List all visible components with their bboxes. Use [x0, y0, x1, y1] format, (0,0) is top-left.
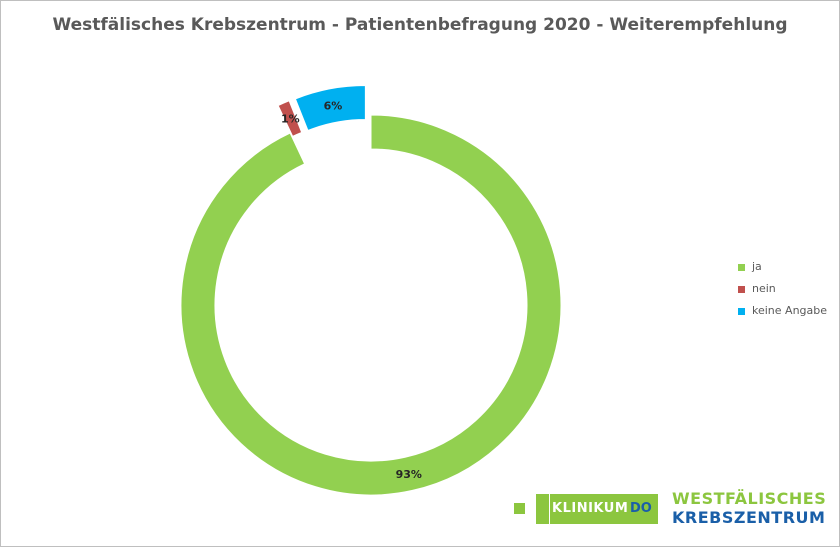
legend-item-keine-angabe: keine Angabe — [738, 304, 827, 326]
logo-klinikum-text: KLINIKUM — [552, 501, 629, 516]
slice-ja — [180, 114, 562, 496]
logo-line1-text: WESTFÄLISCHES — [672, 489, 827, 508]
slice-nein — [277, 100, 303, 137]
chart-title: Westfälisches Krebszentrum - Patientenbe… — [52, 15, 788, 35]
logo-square-icon — [514, 503, 525, 514]
legend-item-nein: nein — [738, 282, 827, 304]
legend-label-ja: ja — [752, 260, 762, 273]
logo-bar-icon — [536, 494, 549, 524]
slice-keine-angabe — [294, 85, 366, 132]
legend-swatch-nein — [738, 286, 745, 293]
data-label-nein: 1% — [281, 113, 300, 126]
logo-klinikum-box — [550, 494, 658, 524]
legend-label-keine-angabe: keine Angabe — [752, 304, 828, 317]
chart-legend: ja nein keine Angabe — [738, 260, 827, 326]
legend-item-ja: ja — [738, 260, 827, 282]
legend-label-nein: nein — [752, 282, 776, 295]
legend-swatch-ja — [738, 264, 745, 271]
logo: KLINIKUM DO WESTFÄLISCHES KREBSZENTRUM — [514, 487, 834, 537]
data-label-ja: 93% — [396, 468, 422, 481]
data-label-keine-angabe: 6% — [324, 100, 343, 113]
logo-line2-text: KREBSZENTRUM — [672, 508, 826, 527]
logo-do-text: DO — [630, 501, 652, 516]
legend-swatch-keine-angabe — [738, 308, 745, 315]
